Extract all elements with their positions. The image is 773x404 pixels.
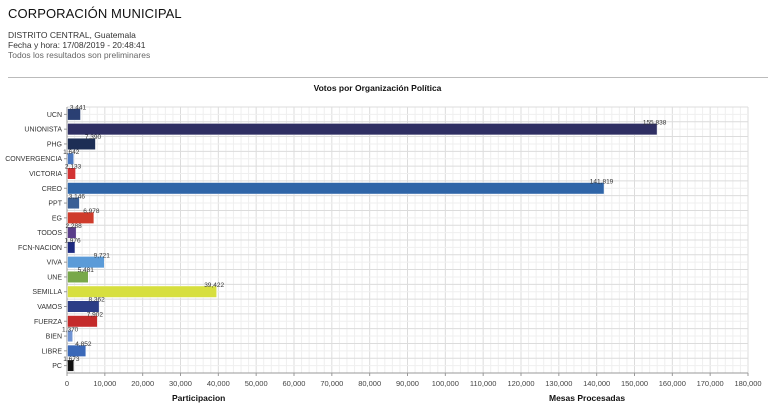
- data-label: 1,673: [63, 356, 80, 363]
- bar-convergencia: [67, 152, 74, 165]
- category-label: FUERZA: [34, 319, 62, 326]
- category-label: SEMILLA: [32, 289, 62, 296]
- bar-ucn: [67, 108, 81, 121]
- data-label: 9,721: [94, 252, 111, 259]
- bar-fcn-nacion: [67, 241, 76, 254]
- category-label: FCN-NACION: [18, 245, 62, 252]
- report-header: CORPORACIÓN MUNICIPAL DISTRITO CENTRAL, …: [8, 6, 768, 60]
- category-label: VAMOS: [37, 304, 62, 311]
- x-tick-label: 170,000: [697, 379, 724, 388]
- bar-bien: [67, 330, 73, 343]
- x-tick-label: 90,000: [396, 379, 419, 388]
- bar-viva: [67, 256, 105, 269]
- x-tick-label: 160,000: [659, 379, 686, 388]
- x-tick-label: 80,000: [358, 379, 381, 388]
- category-label: PHG: [47, 141, 62, 148]
- bar-une: [67, 270, 89, 283]
- x-tick-label: 140,000: [583, 379, 610, 388]
- data-label: 1,642: [63, 149, 80, 156]
- data-label: 39,422: [204, 282, 224, 289]
- category-label: PPT: [48, 201, 62, 208]
- data-label: 8,362: [88, 297, 105, 304]
- data-label: 141,819: [590, 179, 614, 186]
- data-label: 1,370: [62, 326, 79, 333]
- data-label: 4,852: [75, 341, 92, 348]
- bar-phg: [67, 137, 96, 150]
- data-label: 7,390: [85, 134, 102, 141]
- data-label: 2,133: [65, 164, 82, 171]
- x-tick-label: 150,000: [621, 379, 648, 388]
- preliminary-note: Todos los resultados son preliminares: [8, 50, 151, 60]
- x-tick-label: 0: [65, 379, 69, 388]
- x-tick-label: 120,000: [507, 379, 534, 388]
- bar-todos: [67, 226, 77, 239]
- bar-eg: [67, 211, 95, 224]
- data-label: 7,902: [87, 312, 104, 319]
- category-label: UNE: [47, 274, 62, 281]
- x-tick-label: 110,000: [470, 379, 497, 388]
- category-label: CONVERGENCIA: [5, 156, 62, 163]
- x-tick-label: 40,000: [207, 379, 230, 388]
- page-title: CORPORACIÓN MUNICIPAL: [8, 6, 182, 21]
- x-tick-label: 50,000: [245, 379, 268, 388]
- data-label: 155,838: [643, 119, 667, 126]
- header-divider: [8, 77, 768, 78]
- data-label: 3,441: [70, 105, 87, 112]
- datetime-text: Fecha y hora: 17/08/2019 - 20:48:41: [8, 40, 146, 50]
- bar-victoria: [67, 167, 76, 180]
- bar-semilla: [67, 285, 217, 298]
- bar-vamos: [67, 300, 100, 313]
- data-label: 3,146: [69, 193, 86, 200]
- category-label: EG: [52, 215, 62, 222]
- x-tick-label: 60,000: [283, 379, 306, 388]
- bar-creo: [67, 182, 605, 195]
- category-label: VICTORIA: [29, 171, 62, 178]
- chart-title: Votos por Organización Política: [314, 83, 442, 93]
- tables-processed-label[interactable]: Mesas Procesadas: [549, 393, 626, 403]
- data-label: 5,481: [78, 267, 95, 274]
- bar-libre: [67, 344, 87, 357]
- data-label: 2,288: [66, 223, 83, 230]
- x-tick-label: 30,000: [169, 379, 192, 388]
- x-tick-label: 10,000: [93, 379, 116, 388]
- data-label: 6,978: [83, 208, 100, 215]
- participation-label[interactable]: Participacion: [172, 393, 226, 403]
- votes-bar-chart: Votos por Organización Política 0 10,000 20…: [5, 83, 761, 388]
- x-tick-label: 130,000: [545, 379, 572, 388]
- x-tick-label: 20,000: [131, 379, 154, 388]
- category-label: CREO: [42, 186, 63, 193]
- bar-fuerza: [67, 315, 98, 328]
- bar-ppt: [67, 197, 80, 210]
- x-tick-label: 70,000: [320, 379, 343, 388]
- bar-unionista: [67, 123, 658, 136]
- bar-pc: [67, 359, 75, 372]
- x-tick-label: 180,000: [734, 379, 761, 388]
- category-label: PC: [52, 363, 62, 370]
- category-label: VIVA: [47, 260, 63, 267]
- data-label: 1,976: [64, 238, 81, 245]
- district-text: DISTRITO CENTRAL, Guatemala: [8, 30, 136, 40]
- category-label: UCN: [47, 112, 62, 119]
- category-label: UNIONISTA: [24, 127, 62, 134]
- category-label: TODOS: [37, 230, 62, 237]
- category-label: BIEN: [46, 334, 62, 341]
- category-label: LIBRE: [42, 348, 63, 355]
- x-tick-label: 100,000: [432, 379, 459, 388]
